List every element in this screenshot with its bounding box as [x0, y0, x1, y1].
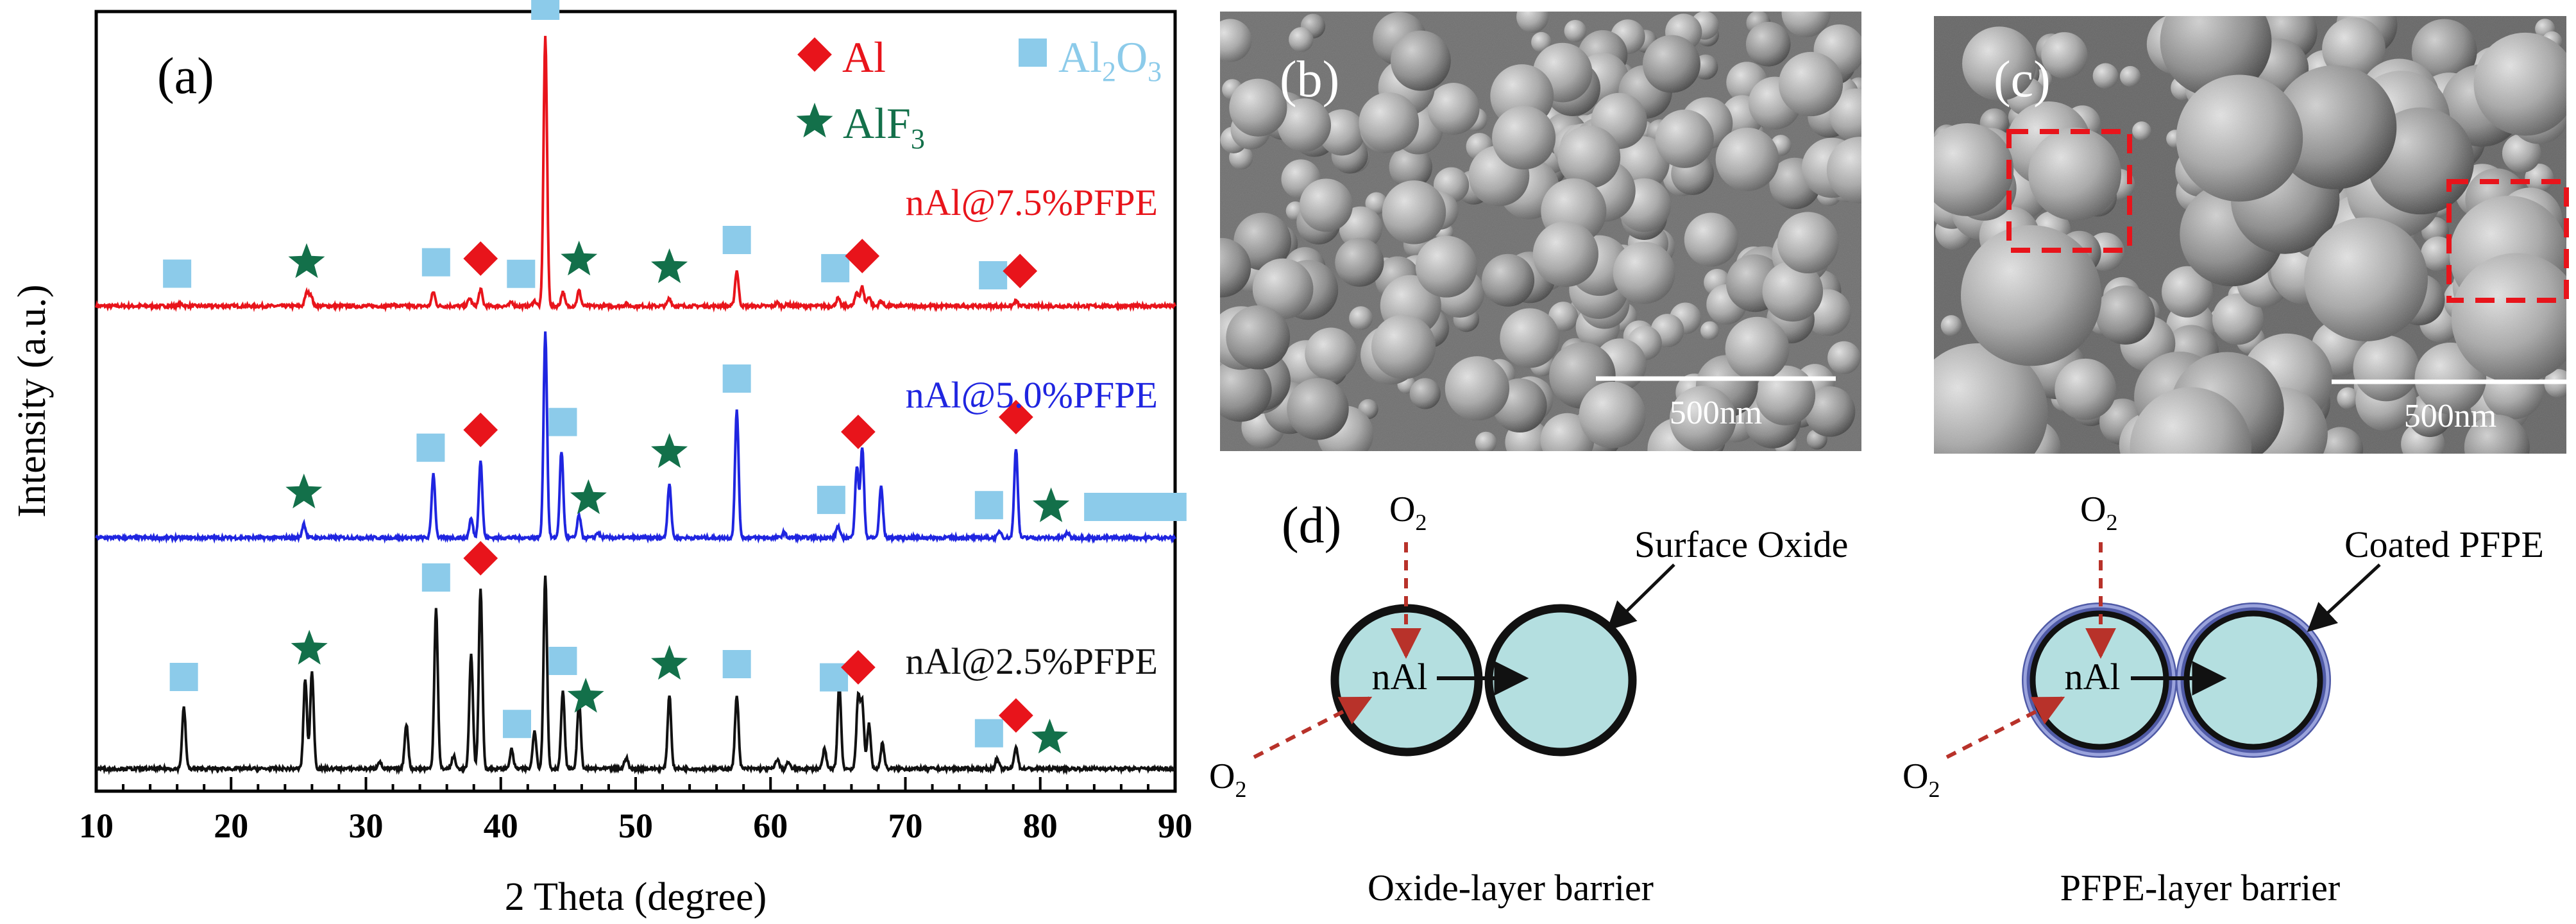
peak-marker-star-nal-7-5-pfpe-6 — [561, 241, 598, 276]
panel-label-d: (d) — [1282, 497, 1341, 554]
peak-marker-square-nal-5-0-pfpe-12 — [1084, 492, 1113, 521]
peak-marker-diamond-nal-2-5-pfpe-12 — [999, 698, 1033, 733]
sem-image-b — [1220, 12, 1861, 451]
nal-core-label-right: nAl — [2065, 656, 2121, 697]
peak-marker-star-nal-7-5-pfpe-7 — [651, 248, 688, 284]
peak-marker-star-nal-2-5-pfpe-7 — [651, 645, 688, 680]
legend-entry-al2o3: Al2O3 — [1019, 33, 1162, 87]
peak-marker-star-nal-2-5-pfpe-1 — [291, 629, 328, 665]
peak-marker-square-nal-7-5-pfpe-5 — [531, 0, 560, 20]
peak-marker-square-nal-2-5-pfpe-2 — [421, 563, 450, 592]
o2-label-left-top: O2 — [1389, 490, 1427, 535]
peak-marker-square-nal-7-5-pfpe-11 — [979, 261, 1008, 289]
highlight-box-left — [2006, 129, 2132, 253]
peak-marker-square-nal-7-5-pfpe-8 — [722, 226, 751, 254]
peak-marker-square-nal-2-5-pfpe-0 — [169, 663, 198, 691]
peak-marker-square-nal-7-5-pfpe-9 — [821, 253, 850, 282]
series-label-nal-5-0-pfpe: nAl@5.0%PFPE — [906, 374, 1158, 416]
nal-core-label-left: nAl — [1372, 656, 1428, 697]
legend-al2o3-label: Al2O3 — [1058, 33, 1162, 87]
peak-marker-diamond-nal-2-5-pfpe-3 — [463, 541, 498, 576]
sem-image-c-panel: (c) 500nm — [1934, 16, 2572, 454]
peak-marker-square-nal-5-0-pfpe-6 — [722, 364, 751, 393]
peak-marker-diamond-nal-7-5-pfpe-10 — [845, 239, 880, 273]
peak-marker-diamond-nal-7-5-pfpe-3 — [463, 241, 498, 276]
scale-bar-label-c: 500nm — [2404, 398, 2496, 434]
peak-marker-square-nal-2-5-pfpe-11 — [974, 719, 1003, 748]
xrd-trace-nal-2-5-pfpe — [96, 575, 1176, 776]
coated-pfpe-pointer — [2307, 563, 2381, 633]
o2-arrow-right-bottom — [1945, 696, 2065, 759]
legend-alf3-star — [796, 103, 833, 138]
scale-bar-label-b: 500nm — [1670, 395, 1762, 431]
oxide-layer-diagram: nAl O2 O2 Surface Oxide Oxide-layer barr… — [1209, 490, 1848, 909]
peak-marker-square-nal-5-0-pfpe-15 — [1158, 493, 1187, 521]
legend-entry-alf3: AlF3 — [796, 99, 925, 155]
peak-marker-star-nal-7-5-pfpe-1 — [288, 243, 325, 278]
peak-marker-square-nal-5-0-pfpe-9 — [974, 491, 1003, 520]
pfpe-layer-diagram: nAl O2 O2 Coated PFPE PFPE-layer barrier — [1902, 490, 2544, 909]
peak-marker-star-nal-5-0-pfpe-4 — [570, 479, 607, 515]
x-tick-label-50: 50 — [618, 807, 653, 845]
xrd-series-labels: nAl@7.5%PFPE nAl@5.0%PFPE nAl@2.5%PFPE — [906, 182, 1158, 682]
panel-label-b: (b) — [1280, 51, 1339, 108]
series-label-nal-2-5-pfpe: nAl@2.5%PFPE — [906, 640, 1158, 682]
peak-marker-square-nal-5-0-pfpe-3 — [548, 407, 577, 436]
highlight-box-right — [2446, 179, 2569, 303]
peak-marker-diamond-nal-5-0-pfpe-2 — [463, 413, 498, 447]
coated-pfpe-label: Coated PFPE — [2344, 524, 2544, 565]
peak-marker-star-nal-5-0-pfpe-0 — [285, 474, 323, 509]
x-axis-label: 2 Theta (degree) — [505, 875, 767, 919]
x-tick-label-30: 30 — [349, 807, 384, 845]
legend-alf3-label: AlF3 — [843, 99, 925, 155]
series-label-nal-7-5-pfpe: nAl@7.5%PFPE — [906, 182, 1158, 223]
panel-label-a: (a) — [157, 48, 214, 105]
peak-marker-star-nal-2-5-pfpe-6 — [567, 678, 604, 713]
legend-al2o3-square — [1019, 38, 1047, 67]
x-tick-label-20: 20 — [214, 807, 248, 845]
sem-image-b-panel: (b) 500nm — [1220, 12, 1861, 451]
peak-marker-diamond-nal-5-0-pfpe-8 — [841, 415, 876, 449]
peak-marker-star-nal-5-0-pfpe-11 — [1033, 487, 1070, 522]
surface-oxide-pointer — [1606, 563, 1675, 631]
peak-marker-square-nal-2-5-pfpe-4 — [502, 710, 531, 739]
peak-marker-square-nal-5-0-pfpe-7 — [817, 486, 845, 515]
legend-entry-al: Al — [797, 33, 886, 81]
peak-marker-square-nal-5-0-pfpe-14 — [1133, 493, 1162, 521]
surface-oxide-label: Surface Oxide — [1634, 524, 1848, 565]
peak-marker-square-nal-7-5-pfpe-2 — [421, 248, 450, 277]
o2-label-left-bottom: O2 — [1209, 757, 1246, 802]
x-axis: 10 20 30 40 50 60 70 80 90 — [79, 777, 1192, 845]
oxide-barrier-caption: Oxide-layer barrier — [1368, 867, 1654, 909]
o2-arrow-left-bottom — [1253, 696, 1373, 759]
x-tick-label-70: 70 — [888, 807, 923, 845]
o2-label-right-top: O2 — [2080, 490, 2117, 535]
legend-al-diamond — [797, 37, 832, 72]
o2-label-right-bottom: O2 — [1902, 757, 1940, 802]
peak-marker-star-nal-5-0-pfpe-5 — [651, 433, 688, 468]
xrd-trace-nal-7-5-pfpe — [95, 35, 1176, 313]
xrd-panel: (a) Al Al2O3 AlF3 nAl@7.5%PFPE nAl@5.0%PF… — [10, 0, 1192, 919]
x-tick-label-60: 60 — [753, 807, 788, 845]
x-tick-label-80: 80 — [1023, 807, 1058, 845]
peak-marker-diamond-nal-7-5-pfpe-12 — [1003, 253, 1038, 289]
x-tick-label-40: 40 — [484, 807, 518, 845]
peak-marker-square-nal-2-5-pfpe-8 — [722, 650, 751, 678]
peak-marker-square-nal-5-0-pfpe-1 — [416, 433, 445, 462]
x-tick-label-90: 90 — [1158, 807, 1192, 845]
xrd-series — [95, 35, 1176, 776]
peak-marker-square-nal-2-5-pfpe-5 — [548, 647, 577, 675]
schematic-panel: (d) nAl O2 O2 Surface Oxide Oxide-layer … — [1209, 490, 2544, 909]
xrd-trace-nal-5-0-pfpe — [95, 331, 1176, 544]
legend-al-label: Al — [842, 33, 886, 81]
peak-marker-square-nal-7-5-pfpe-4 — [507, 259, 536, 288]
peak-marker-square-nal-7-5-pfpe-0 — [163, 259, 192, 288]
panel-label-c: (c) — [1994, 51, 2051, 108]
legend: Al Al2O3 AlF3 — [796, 33, 1162, 155]
x-tick-label-10: 10 — [79, 807, 114, 845]
pfpe-barrier-caption: PFPE-layer barrier — [2060, 867, 2340, 909]
peak-marker-star-nal-2-5-pfpe-13 — [1031, 719, 1068, 754]
y-axis-label: Intensity (a.u.) — [10, 284, 54, 517]
